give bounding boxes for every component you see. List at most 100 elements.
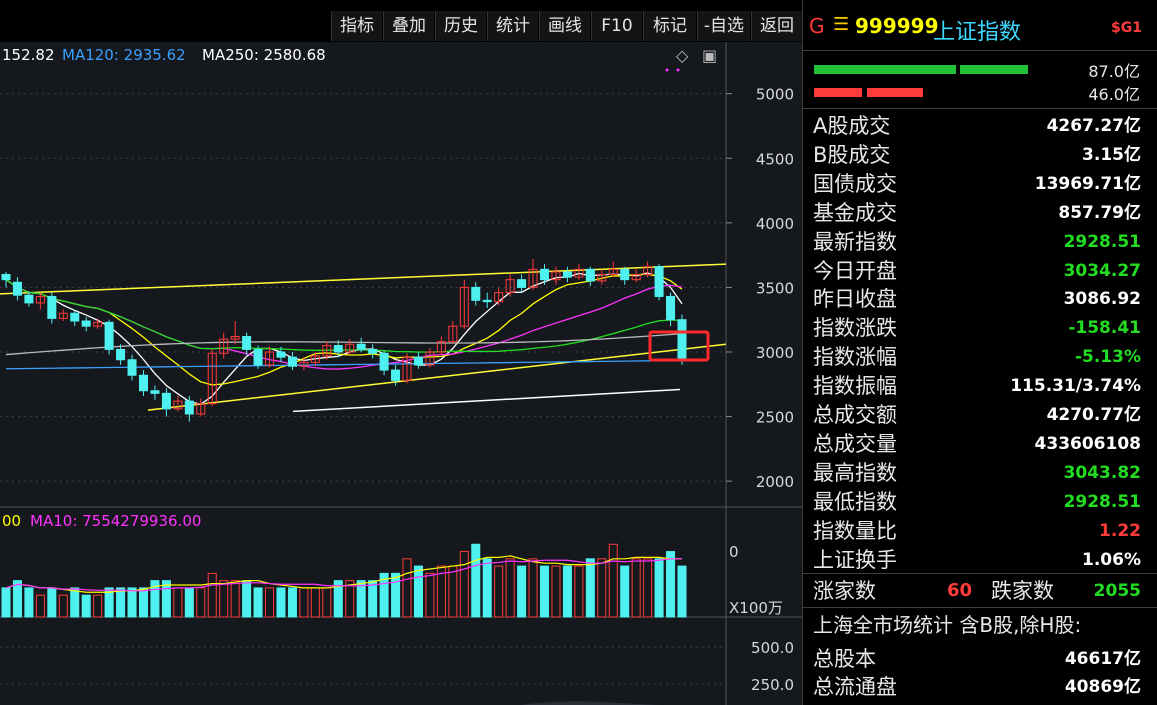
price-axis-label: 5000 [756,86,794,104]
price-axis-label: 2500 [756,409,794,427]
trend-line-lower [147,343,727,411]
ma120-legend: MA120: 2935.62 [62,46,186,64]
volume-bar [631,558,641,618]
quote-label: 指数涨幅 [813,345,897,370]
candle-body [551,271,561,281]
quote-row: 最新指数 2928.51 [813,228,1143,256]
toolbar-overlay-button[interactable]: 叠加 [383,11,434,41]
candle-body [196,403,206,415]
quote-label: B股成交 [813,142,891,167]
buy-bar-1 [814,65,956,74]
quote-label: 指数涨跌 [813,316,897,341]
candle-body [253,348,263,366]
volume-bar [482,558,492,618]
quote-label: 总成交额 [813,403,897,427]
toolbar-watchlist-button[interactable]: -自选 [697,11,750,41]
quote-value: 3034.27 [1063,260,1141,281]
menu-icon[interactable]: ☰ [833,14,850,35]
volume-bar [70,587,80,618]
volume-bar [138,587,149,618]
volume-bar [425,572,435,618]
fall-value: 2055 [1093,581,1141,601]
quote-value: 3086.92 [1063,289,1141,310]
share-value: 40869亿 [1064,677,1141,697]
quote-row: 指数涨跌 -158.41 [813,314,1143,342]
volume-bar [494,565,504,618]
sell-bar-2 [867,88,923,97]
volume-bar [116,587,126,618]
quote-label: 上证换手 [813,547,897,572]
toolbar-history-button[interactable]: 历史 [435,11,486,41]
volume-axis-zero: 0 [729,543,739,561]
quote-row: 今日开盘 3034.27 [813,257,1143,285]
toolbar-stats-button[interactable]: 统计 [487,11,538,41]
quote-label: A股成交 [813,114,891,138]
bar-value-2: 46.0亿 [1088,85,1140,104]
volume-bar [333,580,343,618]
quote-value: -5.13% [1074,347,1141,368]
volume-ma10-line [5,558,682,592]
volume-bar [413,565,423,618]
divider [803,108,1157,109]
bottom-indicator-area [520,701,660,705]
volume-bar [207,572,217,618]
candle-body [402,356,412,381]
volume-bar [620,565,630,618]
toolbar-draw-button[interactable]: 画线 [539,11,590,41]
volume-bar [310,587,320,618]
toolbar-back-button[interactable]: 返回 [751,11,802,41]
trend-line-upper [0,263,727,295]
volume-bar [345,580,355,618]
toolbar-indicator-button[interactable]: 指标 [331,11,382,41]
volume-bar [127,587,137,618]
candle-body [219,338,229,354]
volume-bar [562,565,572,618]
candle-body [310,355,320,363]
quote-value: 433606108 [1034,433,1141,454]
volume-bar [677,565,687,618]
fall-label: 跌家数 [991,579,1054,603]
candle-body [161,392,171,410]
kline-chart[interactable]: 5000 4500 4000 3500 3000 2500 2000 0 X100万 500.0 2… [0,42,802,705]
buy-bar-2 [960,65,1028,74]
quote-value: 3043.82 [1063,462,1141,483]
quote-row: 指数涨幅 -5.13% [813,343,1143,371]
volume-bar [184,587,194,618]
volume-bar [196,587,206,618]
volume-bar [585,558,595,618]
quote-row: 最低指数 2928.51 [813,488,1143,516]
ma-legend-left: 152.82 [2,46,55,64]
divider [803,50,1157,51]
volume-bar [666,551,676,618]
group-label: G [809,14,825,38]
quote-value: 2928.51 [1063,491,1141,512]
candle-body [207,352,217,405]
quote-value: 1.06% [1082,549,1141,570]
kline-chart-area[interactable]: 5000 4500 4000 3500 3000 2500 2000 0 X100万 500.0 2… [0,42,802,705]
volume-bar [173,587,183,618]
quote-row: 基金成交 857.79亿 [813,199,1143,227]
quote-label: 指数量比 [813,518,897,543]
candle-body [242,336,252,350]
candle-body [391,369,401,381]
volume-bar [58,594,68,618]
candle-body [150,390,160,394]
quote-value: 2928.51 [1063,231,1141,252]
price-axis-label: 3000 [756,344,794,362]
advance-decline-row: 涨家数 60 跌家数 2055 [813,577,1143,605]
candle-body [47,295,57,319]
volume-bar [436,565,446,618]
volume-bar [219,580,229,618]
stock-name: 上证指数 [933,20,1022,45]
toolbar-mark-button[interactable]: 标记 [643,11,696,41]
quote-row: 上证换手 1.06% [813,546,1143,574]
window-toggle-icon[interactable]: ▣ [702,46,718,65]
toolbar-f10-button[interactable]: F10 [591,11,642,41]
quote-label: 最低指数 [813,489,897,514]
quote-label: 昨日收盘 [813,287,897,312]
price-axis-label: 4000 [756,215,794,233]
diamond-icon[interactable]: ◇ [676,46,689,65]
volume-bar [608,543,618,618]
quote-label: 最高指数 [813,460,897,485]
quote-value: 1.22 [1099,520,1141,541]
